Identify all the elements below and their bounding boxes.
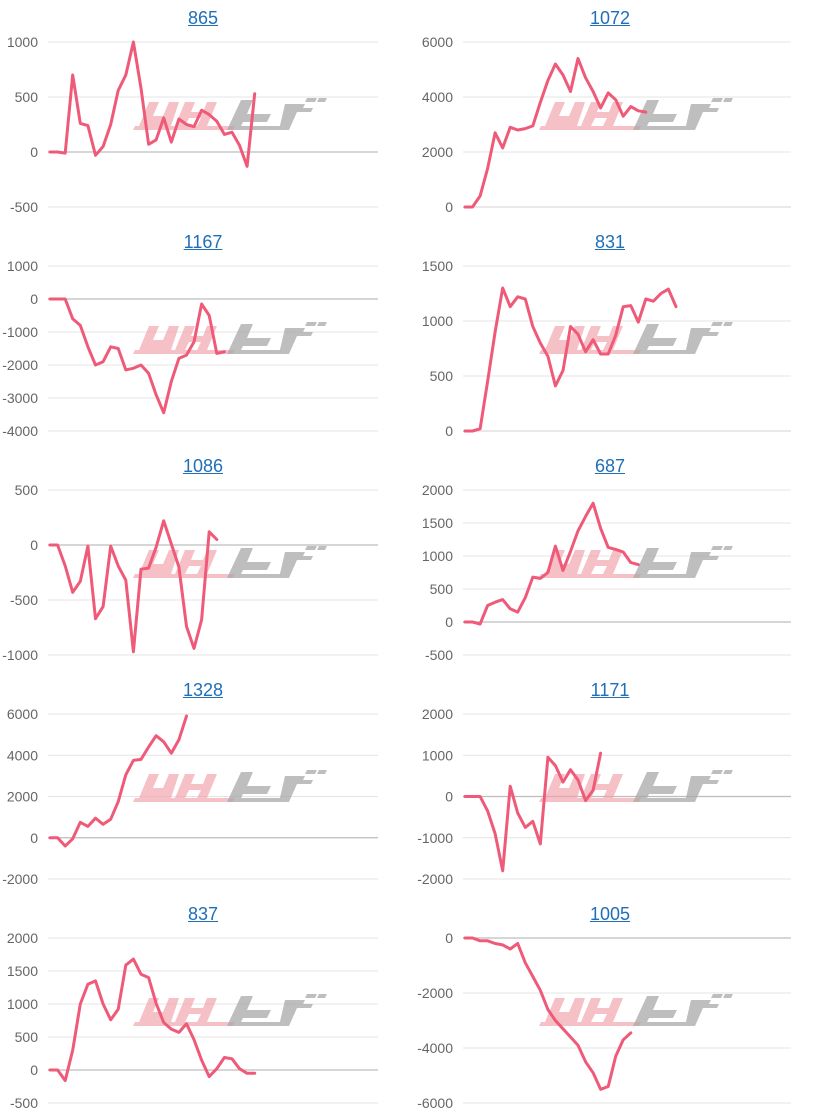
watermark-logo xyxy=(133,322,327,354)
y-tick-label: -500 xyxy=(10,1095,38,1111)
y-tick-label: 2000 xyxy=(7,930,38,946)
y-tick-label: 2000 xyxy=(7,789,38,805)
series-line xyxy=(463,286,678,433)
chart-title-link[interactable]: 865 xyxy=(187,8,219,28)
y-tick-label: 6000 xyxy=(7,706,38,722)
y-tick-label: 0 xyxy=(30,144,38,160)
y-tick-label: -500 xyxy=(10,199,38,215)
line-chart: 1000 500 0 -500 xyxy=(7,34,378,215)
chart-title-link[interactable]: 1171 xyxy=(590,680,630,700)
y-tick-label: 1500 xyxy=(422,258,453,274)
y-tick-label: -2000 xyxy=(417,871,453,887)
y-tick-label: 0 xyxy=(30,830,38,846)
chart-title-link[interactable]: 1086 xyxy=(182,456,224,476)
y-tick-label: 0 xyxy=(445,789,453,805)
y-tick-label: 1000 xyxy=(7,34,38,50)
y-tick-label: -1000 xyxy=(2,324,38,340)
chart-panel: 1171 2000 1000 0 -1000 -2000 xyxy=(407,672,813,896)
chart-panel: 831 1500 1000 500 0 xyxy=(407,224,813,448)
y-tick-label: 1000 xyxy=(422,747,453,763)
chart-title-link[interactable]: 1072 xyxy=(589,8,631,28)
y-tick-label: -6000 xyxy=(417,1095,453,1111)
chart-title-link[interactable]: 831 xyxy=(594,232,626,252)
line-chart: 1000 0 -1000 -2000 -3000 -4000 xyxy=(2,258,378,439)
series-line xyxy=(48,297,226,415)
chart-panel: 837 2000 1500 1000 500 0 -500 xyxy=(0,896,406,1120)
chart-title-link[interactable]: 1328 xyxy=(182,680,224,700)
y-tick-label: 500 xyxy=(15,482,39,498)
watermark-logo xyxy=(133,770,327,802)
watermark-logo xyxy=(133,994,327,1026)
y-tick-label: -4000 xyxy=(2,423,38,439)
y-tick-label: 6000 xyxy=(422,34,453,50)
series-line xyxy=(48,957,257,1083)
y-tick-label: -2000 xyxy=(2,357,38,373)
line-chart: 0 -2000 -4000 -6000 xyxy=(417,930,791,1111)
y-tick-label: 0 xyxy=(30,537,38,553)
y-tick-label: 4000 xyxy=(422,89,453,105)
chart-panel: 1005 0 -2000 -4000 -6000 xyxy=(407,896,813,1120)
y-tick-label: -1000 xyxy=(2,647,38,663)
y-tick-label: 500 xyxy=(15,1029,39,1045)
y-tick-label: -2000 xyxy=(2,871,38,887)
line-chart: 6000 4000 2000 0 xyxy=(422,34,791,215)
chart-title-link[interactable]: 1005 xyxy=(589,904,631,924)
y-tick-label: 500 xyxy=(15,89,39,105)
watermark-logo xyxy=(539,98,733,130)
watermark-logo xyxy=(539,546,733,578)
series-line xyxy=(463,751,603,873)
chart-panel: 1072 6000 4000 2000 0 xyxy=(407,0,813,224)
line-chart: 6000 4000 2000 0 -2000 xyxy=(2,706,378,887)
y-tick-label: 500 xyxy=(430,368,454,384)
chart-panel: 1167 1000 0 -1000 -2000 -3000 -4000 xyxy=(0,224,406,448)
series-line xyxy=(463,57,648,209)
y-tick-label: -500 xyxy=(10,592,38,608)
y-tick-label: 0 xyxy=(445,199,453,215)
y-tick-label: 500 xyxy=(430,581,454,597)
line-chart: 2000 1000 0 -1000 -2000 xyxy=(417,706,791,887)
y-tick-label: 1000 xyxy=(422,313,453,329)
chart-panel: 865 1000 500 0 -500 xyxy=(0,0,406,224)
y-tick-label: 0 xyxy=(445,930,453,946)
y-tick-label: -4000 xyxy=(417,1040,453,1056)
chart-title-link[interactable]: 837 xyxy=(187,904,219,924)
series-line xyxy=(48,40,257,168)
series-line xyxy=(48,714,188,848)
y-tick-label: -1000 xyxy=(417,830,453,846)
y-tick-label: 1000 xyxy=(7,258,38,274)
line-chart: 2000 1500 1000 500 0 -500 xyxy=(422,482,791,663)
y-tick-label: 1500 xyxy=(7,963,38,979)
chart-title-link[interactable]: 1167 xyxy=(183,232,223,252)
chart-title-link[interactable]: 687 xyxy=(594,456,626,476)
y-tick-label: 1000 xyxy=(422,548,453,564)
chart-panel: 1328 6000 4000 2000 0 -2000 xyxy=(0,672,406,896)
y-tick-label: 2000 xyxy=(422,482,453,498)
line-chart: 1500 1000 500 0 xyxy=(422,258,791,439)
watermark-logo xyxy=(539,994,733,1026)
y-tick-label: 0 xyxy=(445,423,453,439)
series-line xyxy=(463,936,633,1091)
y-tick-label: 2000 xyxy=(422,144,453,160)
y-tick-label: -500 xyxy=(425,647,453,663)
watermark-logo xyxy=(539,770,733,802)
y-tick-label: 2000 xyxy=(422,706,453,722)
watermark-logo xyxy=(133,546,327,578)
y-tick-label: 4000 xyxy=(7,747,38,763)
y-tick-label: 1500 xyxy=(422,515,453,531)
series-line xyxy=(48,519,219,654)
y-tick-label: -2000 xyxy=(417,985,453,1001)
chart-panel: 687 2000 1500 1000 500 0 -500 xyxy=(407,448,813,672)
y-tick-label: 1000 xyxy=(7,996,38,1012)
line-chart: 500 0 -500 -1000 xyxy=(2,482,378,663)
y-tick-label: 0 xyxy=(30,291,38,307)
y-tick-label: -3000 xyxy=(2,390,38,406)
series-line xyxy=(463,501,640,626)
y-tick-label: 0 xyxy=(30,1062,38,1078)
y-tick-label: 0 xyxy=(445,614,453,630)
line-chart: 2000 1500 1000 500 0 -500 xyxy=(7,930,378,1111)
chart-panel: 1086 500 0 -500 -1000 xyxy=(0,448,406,672)
